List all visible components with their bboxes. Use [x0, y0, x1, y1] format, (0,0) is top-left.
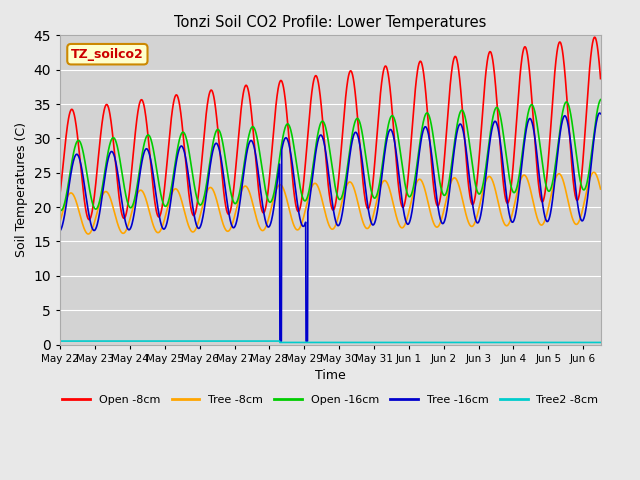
Text: TZ_soilco2: TZ_soilco2 [71, 48, 144, 60]
Title: Tonzi Soil CO2 Profile: Lower Temperatures: Tonzi Soil CO2 Profile: Lower Temperatur… [174, 15, 486, 30]
X-axis label: Time: Time [315, 369, 346, 382]
Y-axis label: Soil Temperatures (C): Soil Temperatures (C) [15, 122, 28, 257]
Legend: Open -8cm, Tree -8cm, Open -16cm, Tree -16cm, Tree2 -8cm: Open -8cm, Tree -8cm, Open -16cm, Tree -… [58, 390, 603, 409]
